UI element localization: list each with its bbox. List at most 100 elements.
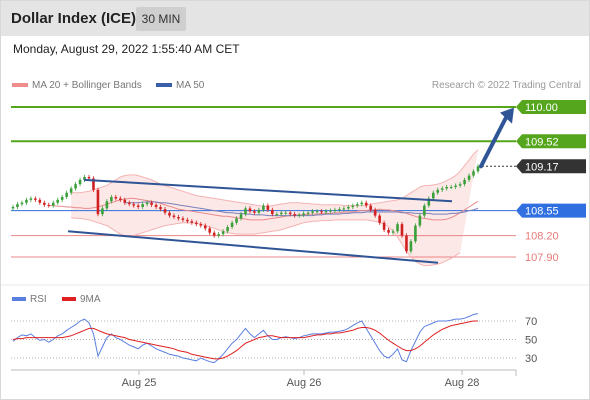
candle-body: [400, 224, 404, 236]
price-tag-label: 110.00: [525, 102, 558, 114]
candle: [302, 211, 305, 217]
candle-body: [141, 204, 144, 207]
ma50-line: [124, 201, 479, 217]
candle: [391, 229, 395, 235]
bollinger-upper-line: [71, 149, 479, 207]
candle: [476, 164, 480, 174]
legend-9ma: 9MA: [62, 294, 101, 305]
candle: [56, 197, 60, 205]
candle-body: [324, 211, 328, 213]
candle: [92, 176, 95, 192]
candle-body: [163, 209, 167, 213]
candle: [472, 169, 475, 178]
candle-body: [83, 177, 86, 180]
candle: [235, 216, 238, 225]
candle: [119, 196, 122, 202]
candle: [101, 206, 104, 217]
candle-body: [132, 204, 136, 206]
candle: [423, 203, 426, 218]
candle-body: [248, 208, 252, 212]
candle-body: [387, 229, 390, 233]
bollinger-band-fill: [71, 149, 478, 266]
candle: [329, 208, 332, 214]
candle-body: [78, 179, 82, 185]
candle-body: [110, 197, 113, 202]
candle-body: [177, 217, 180, 219]
candle: [454, 183, 457, 190]
ma9-swatch: [62, 297, 76, 302]
candle-body: [150, 202, 153, 205]
ma9-legend-label: 9MA: [80, 294, 101, 305]
candle-body: [458, 184, 462, 186]
candle: [42, 200, 46, 207]
header-bar: [0, 0, 590, 36]
candle-body: [396, 224, 399, 232]
candle: [311, 209, 314, 215]
candle: [275, 212, 279, 217]
candle: [244, 206, 247, 217]
candle: [382, 220, 386, 232]
candle: [114, 194, 118, 201]
chart-datetime: Monday, August 29, 2022 1:55:40 AM CET: [13, 42, 240, 56]
rsi-tick-label: 70: [525, 316, 537, 328]
candle: [16, 202, 19, 210]
candle: [427, 196, 431, 208]
channel-upper-line: [83, 178, 453, 203]
candle: [248, 206, 252, 214]
candle-body: [60, 197, 64, 200]
candle: [387, 227, 390, 235]
candle-body: [127, 202, 131, 205]
candle: [203, 223, 207, 231]
candle-body: [329, 210, 332, 212]
candle-body: [262, 205, 265, 210]
timeframe-badge[interactable]: 30 MIN: [136, 7, 186, 31]
candle: [373, 207, 377, 218]
candle: [239, 212, 243, 221]
price-tag-label: 107.90: [525, 252, 559, 264]
candle: [136, 203, 140, 210]
candle-body: [418, 215, 422, 226]
rsi-9ma-line: [12, 320, 478, 360]
candle-body: [445, 187, 449, 189]
candle-body: [382, 222, 386, 230]
candle: [11, 204, 15, 211]
candle-body: [355, 204, 359, 206]
candle: [297, 212, 301, 218]
candle: [74, 182, 77, 191]
candle: [51, 200, 55, 208]
price-tag-label: 108.20: [525, 231, 559, 243]
price-tag-resistance: 110.00: [516, 100, 586, 114]
candle-body: [369, 205, 372, 210]
candle-body: [114, 197, 118, 199]
candle: [150, 200, 153, 207]
candle: [78, 177, 82, 187]
price-tag-pivot: 108.55: [516, 203, 586, 218]
price-tag-current: 109.17: [516, 159, 586, 174]
candle: [418, 213, 422, 228]
candle-body: [47, 204, 51, 206]
candle-body: [476, 166, 480, 172]
research-credit: Research © 2022 Trading Central: [431, 80, 581, 91]
candle-body: [87, 177, 91, 179]
candle: [181, 216, 185, 222]
candle-body: [25, 199, 28, 203]
candle: [271, 207, 274, 217]
price-tag-bg: [516, 100, 586, 114]
candle-body: [230, 222, 234, 227]
candle-body: [159, 207, 162, 210]
candle-body: [333, 209, 337, 211]
candle: [123, 197, 127, 205]
candle: [186, 217, 189, 224]
candle-body: [42, 202, 46, 205]
candle: [221, 229, 225, 237]
candle: [132, 202, 136, 208]
candle-body: [463, 179, 466, 185]
candle: [212, 230, 216, 238]
ma50-legend-label: MA 50: [176, 80, 205, 91]
candle: [163, 207, 167, 215]
candle: [436, 187, 440, 195]
price-tag-support: 108.20: [525, 231, 559, 243]
candle: [96, 187, 100, 217]
candle-body: [347, 207, 350, 209]
